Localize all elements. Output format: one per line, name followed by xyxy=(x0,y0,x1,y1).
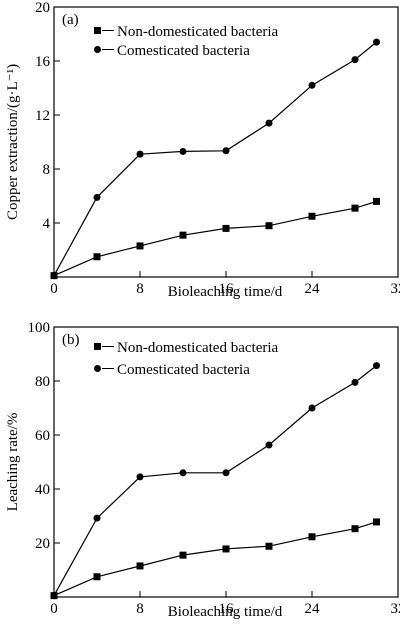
data-point-circle xyxy=(222,469,230,477)
data-point-square xyxy=(373,197,380,205)
ticks-a: 0 8 16 24 32 4 8 12 16 20 xyxy=(35,0,400,297)
series-line xyxy=(53,365,377,596)
legend-label-comesticated: Comesticated bacteria xyxy=(117,362,250,378)
data-point-square xyxy=(222,545,230,553)
data-point-circle xyxy=(308,404,316,412)
x-tick-label: 24 xyxy=(305,601,321,617)
y-tick-label: 8 xyxy=(43,162,51,178)
data-point-circle xyxy=(373,362,380,370)
y-tick-label: 20 xyxy=(35,536,50,552)
x-tick-label: 16 xyxy=(219,601,235,617)
data-point-circle xyxy=(308,81,316,89)
data-point-square xyxy=(373,518,380,526)
x-tick-label: 8 xyxy=(136,601,144,617)
data-point-circle xyxy=(351,56,359,64)
y-tick-label: 16 xyxy=(35,54,51,70)
y-tick-label: 4 xyxy=(43,216,51,232)
data-point-square xyxy=(93,573,101,581)
x-tick-label: 32 xyxy=(391,601,400,617)
legend-label-non-domesticated: Non-domesticated bacteria xyxy=(117,340,279,356)
data-point-square xyxy=(265,222,273,230)
y-tick-label: 12 xyxy=(35,108,50,124)
x-axis-label-a: Bioleaching time/d xyxy=(168,284,283,300)
ticks-b: 0 8 16 24 32 20 40 60 80 100 xyxy=(28,320,400,617)
data-point-circle xyxy=(265,441,273,449)
data-point-square xyxy=(136,242,144,250)
legend-a: Non-domesticated bacteria Comesticated b… xyxy=(94,24,279,59)
data-point-circle xyxy=(373,38,380,46)
y-tick-label: 80 xyxy=(35,374,50,390)
legend-marker-non-domesticated xyxy=(94,343,101,350)
series-lines-b xyxy=(53,365,377,597)
data-point-circle xyxy=(93,193,101,201)
y-axis-label-b: Leaching rate/% xyxy=(5,413,21,512)
data-point-circle xyxy=(222,147,230,155)
series-lines-a xyxy=(53,41,377,277)
data-point-square xyxy=(351,525,359,533)
x-tick-label: 0 xyxy=(50,281,58,297)
x-tick-label: 24 xyxy=(305,281,321,297)
x-tick-label: 16 xyxy=(219,281,235,297)
panel-b: 0 8 16 24 32 20 40 60 80 100 (b) Non-domesticated… xyxy=(5,320,400,620)
data-point-circle xyxy=(136,150,144,158)
y-axis-label-a: Copper extraction/(g·L⁻¹) xyxy=(5,64,21,220)
series-markers-a xyxy=(50,38,380,280)
legend-marker-non-domesticated xyxy=(94,27,101,34)
data-point-square xyxy=(265,542,273,550)
legend-marker-comesticated xyxy=(94,46,101,53)
data-point-circle xyxy=(50,592,58,600)
legend-b: Non-domesticated bacteria Comesticated b… xyxy=(94,340,279,378)
data-point-circle xyxy=(50,272,58,280)
data-point-square xyxy=(179,551,187,559)
y-tick-label: 100 xyxy=(28,320,51,336)
legend-marker-comesticated xyxy=(94,365,101,372)
y-tick-label: 40 xyxy=(35,482,50,498)
series-markers-b xyxy=(50,362,380,600)
y-tick-label: 20 xyxy=(35,0,50,16)
data-point-square xyxy=(93,253,101,261)
data-point-circle xyxy=(351,378,359,386)
data-point-circle xyxy=(179,147,187,155)
x-tick-label: 32 xyxy=(391,281,400,297)
series-line xyxy=(53,521,377,597)
data-point-circle xyxy=(136,473,144,481)
data-point-square xyxy=(179,231,187,239)
data-point-square xyxy=(222,224,230,232)
data-point-square xyxy=(308,533,316,541)
x-tick-label: 0 xyxy=(50,601,58,617)
x-tick-label: 8 xyxy=(136,281,144,297)
legend-label-comesticated: Comesticated bacteria xyxy=(117,43,250,59)
data-point-circle xyxy=(179,469,187,477)
data-point-square xyxy=(351,204,359,212)
data-point-circle xyxy=(265,119,273,127)
data-point-circle xyxy=(93,514,101,522)
panel-label-b: (b) xyxy=(62,332,80,348)
panel-a: 0 8 16 24 32 4 8 12 16 20 (a) Non-domesticated ba… xyxy=(5,0,400,300)
y-tick-label: 60 xyxy=(35,428,50,444)
data-point-square xyxy=(308,212,316,220)
series-line xyxy=(53,200,377,277)
panel-label-a: (a) xyxy=(62,12,79,28)
legend-label-non-domesticated: Non-domesticated bacteria xyxy=(117,24,279,40)
series-line xyxy=(53,41,377,276)
data-point-square xyxy=(136,562,144,570)
x-axis-label-b: Bioleaching time/d xyxy=(168,604,283,620)
